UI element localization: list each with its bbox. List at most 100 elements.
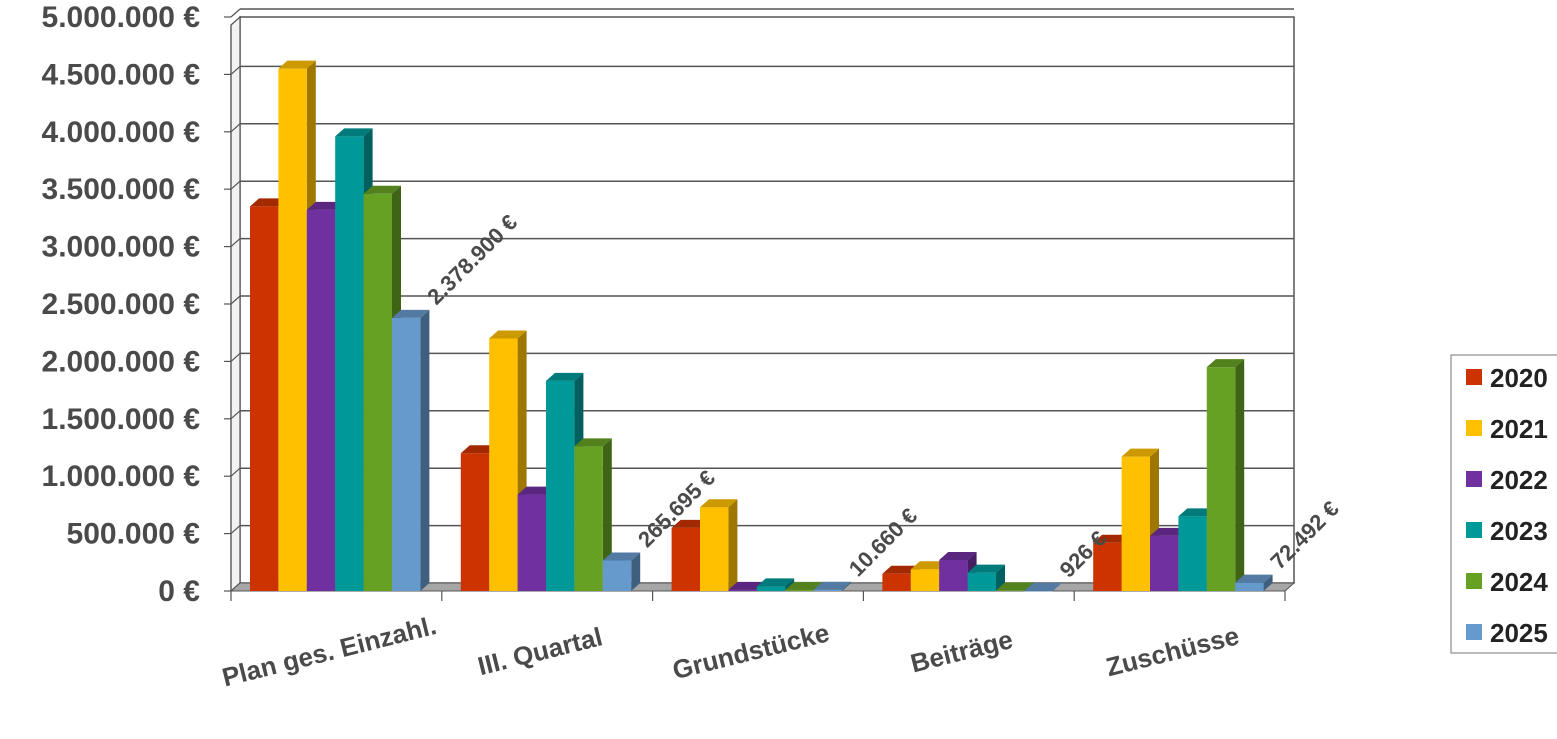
legend-label: 2023 [1490, 516, 1548, 546]
gridline-side [230, 238, 241, 248]
bar-front [1121, 456, 1150, 591]
bar-front [1178, 516, 1207, 591]
bar-front [574, 446, 603, 591]
bar-side [631, 552, 641, 591]
bar-top [728, 581, 766, 590]
bar-top [1093, 534, 1131, 543]
bar-front [882, 573, 911, 591]
bar-top [1121, 448, 1159, 457]
chart-side-wall [230, 15, 241, 593]
legend-item: 2021 [1466, 414, 1548, 444]
y-tick-label: 500.000 € [67, 518, 201, 551]
x-tick-label: III. Quartal [475, 621, 606, 681]
bar [574, 438, 612, 591]
legend-item: 2020 [1466, 363, 1548, 393]
bar-side [1052, 582, 1062, 591]
legend-swatch [1466, 624, 1482, 640]
y-tick-label: 2.000.000 € [42, 345, 201, 378]
legend-item: 2025 [1466, 618, 1548, 648]
bar-top [517, 486, 555, 495]
bar-front [785, 589, 814, 591]
bar-top [785, 581, 823, 590]
bar [813, 581, 851, 591]
x-tick-label: Grundstücke [669, 617, 832, 685]
bar-front [335, 136, 364, 591]
bar-side [1024, 582, 1034, 591]
y-tick-label: 5.000.000 € [42, 1, 201, 34]
bar-front [363, 193, 392, 592]
bar-front [392, 317, 421, 591]
bar [1206, 359, 1245, 591]
gridline-side [230, 525, 241, 535]
bar-top [813, 581, 851, 590]
bar-front [939, 560, 968, 591]
legend-swatch [1466, 369, 1482, 385]
bar-top [306, 201, 345, 210]
bar-front [1093, 542, 1122, 591]
legend-item: 2024 [1466, 567, 1548, 597]
bar-side [420, 309, 430, 591]
y-tick-label: 4.000.000 € [42, 116, 201, 149]
bars [250, 60, 1273, 592]
legend-item: 2022 [1466, 465, 1548, 495]
gridline-side [230, 295, 241, 305]
bar-top [671, 519, 709, 528]
bar-top [996, 582, 1034, 591]
bar-top [1206, 359, 1245, 368]
bar-side [1235, 359, 1245, 591]
bar-front [250, 206, 279, 592]
legend-box [1450, 354, 1557, 654]
bar-front [1235, 582, 1264, 591]
legend-swatch [1466, 573, 1482, 589]
gridline-side [230, 8, 241, 18]
legend: 2020 2021 2022 2023 2024 2025 [1450, 354, 1557, 654]
bar-top [967, 564, 1005, 573]
bar-front [278, 68, 307, 591]
gridline-side [230, 65, 241, 75]
bar-top [602, 552, 641, 561]
legend-label: 2024 [1490, 567, 1548, 597]
x-tick-label: Zuschüsse [1103, 620, 1242, 682]
bar-top [756, 578, 795, 587]
bar-top [882, 565, 920, 574]
bar-top [278, 60, 316, 69]
bar-top [939, 552, 977, 561]
bar-front [546, 380, 575, 591]
x-tick-label: Plan ges. Einzahl. [219, 610, 439, 692]
y-axis: 0 € 500.000 € 1.000.000 € 1.500.000 € 2.000.… [42, 1, 232, 608]
bar-front [1024, 590, 1053, 592]
bar-top [1235, 574, 1273, 583]
bar [1024, 582, 1062, 592]
gridline-side [230, 123, 241, 133]
legend-label: 2021 [1490, 414, 1548, 444]
y-tick-label: 1.500.000 € [42, 403, 201, 436]
y-tick-label: 4.500.000 € [42, 58, 201, 91]
bar-front [996, 590, 1025, 591]
bar-front [306, 209, 336, 591]
bar-front [967, 572, 996, 591]
y-tick-label: 2.500.000 € [42, 288, 201, 321]
bar-top [460, 445, 499, 454]
bar-top [1178, 508, 1216, 517]
y-tick-label: 0 € [158, 575, 200, 608]
bar-side [728, 499, 738, 591]
bar [967, 564, 1005, 591]
bar-front [671, 527, 700, 591]
gridline-side [230, 352, 241, 362]
bar [1235, 574, 1273, 591]
legend-swatch [1466, 420, 1482, 436]
bar-top [910, 561, 949, 570]
y-tick-label: 1.000.000 € [42, 460, 201, 493]
bar-front [728, 589, 757, 591]
bar-top [489, 330, 527, 339]
bar-top [392, 309, 430, 318]
bar-front [813, 589, 842, 591]
bar-top [700, 499, 738, 508]
bar [996, 582, 1034, 591]
bar-front [700, 507, 729, 591]
x-axis: Plan ges. Einzahl. III. Quartal Grundstück… [219, 591, 1286, 692]
bar [700, 499, 738, 591]
bar-side [996, 564, 1005, 591]
legend-label: 2025 [1490, 618, 1548, 648]
